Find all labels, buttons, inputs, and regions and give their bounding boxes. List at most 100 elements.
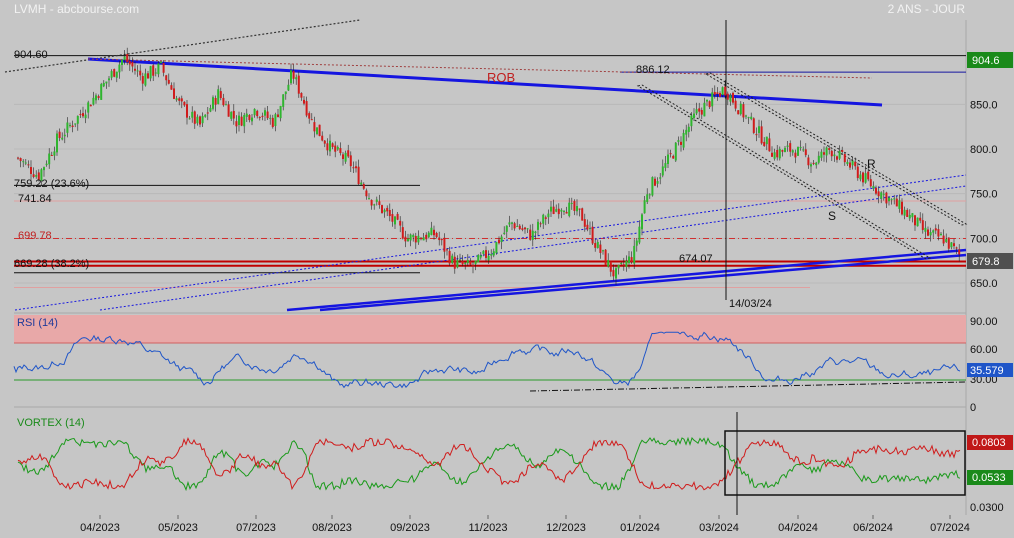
down-channel-upper [704,72,968,226]
candle-body [342,154,344,159]
vortex-highlight-box [724,430,966,496]
x-tick-label: 07/2023 [236,522,276,534]
candle-body [867,171,870,180]
candle-body [703,102,706,117]
candle-body [490,254,493,256]
vortex-tick-0: 0 [970,402,976,414]
candle-body [667,154,669,165]
candle-body [238,115,240,125]
candle-body [547,213,550,218]
candle-body [297,75,300,94]
candle-body [300,92,303,98]
price-tick-label: 750.0 [970,189,998,201]
candle-body [786,145,789,147]
candle-body [890,199,893,201]
candle-body [370,199,373,206]
candle-body [628,256,630,264]
candle-body [908,214,911,219]
candle-body [953,243,955,247]
dotted-resistance [87,58,873,79]
candle-body [175,98,178,101]
candle-body [131,61,134,67]
candle-body [147,73,149,79]
candle-body [659,177,662,179]
candle-body [511,222,513,224]
candle-body [591,226,594,244]
candle-body [791,150,794,153]
candle-body [713,91,716,95]
rsi-value-tag [967,363,1013,377]
candle-body [708,101,711,108]
candle-body [836,156,838,160]
candle-body [391,214,394,222]
vortex-plus-tag [967,435,1013,450]
candle-body [568,202,571,216]
candle-body [378,201,381,205]
candle-body [365,190,368,197]
candle-body [339,148,342,154]
candle-body [485,250,487,258]
candle-body [781,150,784,152]
support-line-1 [286,248,967,312]
candle-body [646,194,649,202]
candle-body [248,114,251,121]
candle-body [178,98,181,101]
candle-body [820,151,823,158]
candle-body [362,183,365,189]
candle-body [334,145,337,152]
candle-body [872,185,875,189]
cursor-date-label: 14/03/24 [729,298,772,310]
candle-body [534,231,537,234]
candle-body [331,143,334,147]
candle-body [875,187,877,194]
candle-body [635,240,638,246]
candle-body [789,143,792,152]
candle-body [955,247,958,249]
candle-body [794,152,797,158]
candle-body [123,56,126,60]
candle-body [219,91,222,99]
candle-body [69,124,71,126]
candle-body [893,198,896,200]
candle-body [50,154,53,156]
price-tick-label: 650.0 [970,278,998,290]
price-labels: 904.60 886.12 759.22 (23.6%) 741.84 699.… [14,49,876,310]
price-panel: 904.60 886.12 759.22 (23.6%) 741.84 699.… [4,19,1013,312]
candle-body [656,181,659,184]
candle-body [113,69,116,77]
last-price-tag [967,253,1013,269]
candle-body [747,117,750,119]
candle-body [784,147,786,153]
candle-body [157,63,160,75]
candle-body [329,140,331,152]
vortex-title: VORTEX (14) [17,417,85,429]
x-axis: 04/2023 05/2023 07/2023 08/2023 09/2023 11/20… [80,515,970,534]
candle-body [193,111,196,124]
candle-body [443,237,446,252]
candle-body [469,261,472,265]
candle-body [804,149,807,156]
candle-body [927,229,929,236]
candle-body [316,127,318,134]
candle-body [76,115,79,124]
candle-body [838,150,841,159]
candle-body [885,192,888,204]
candle-body [258,117,261,119]
candle-body [212,97,214,109]
candle-body [760,126,763,144]
rsi-tick-90: 90.00 [970,316,998,328]
candle-body [433,229,435,236]
candle-body [271,117,274,128]
candle-body [719,93,721,97]
candle-body [690,115,693,127]
candle-body [274,114,277,126]
candle-body [495,242,498,254]
candle-body [451,255,454,264]
vortex-minus-tag [967,470,1013,485]
vortex-minus-value: 0.0533 [972,472,1006,484]
candle-body [245,113,248,117]
candle-body [141,76,144,84]
candle-body [921,220,924,230]
candle-body [58,131,61,139]
